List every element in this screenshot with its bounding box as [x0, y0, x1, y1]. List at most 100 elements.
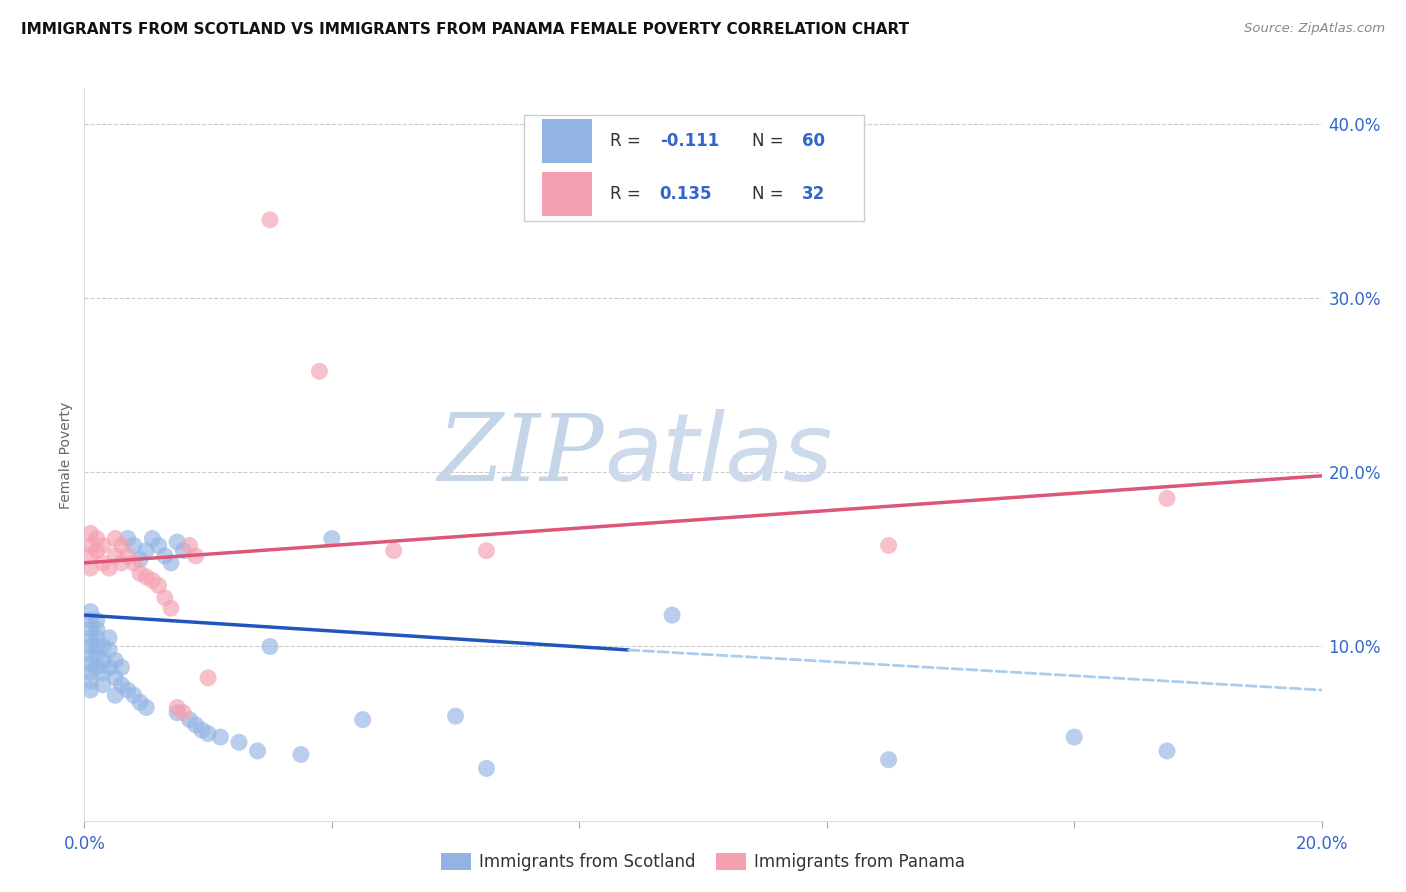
Point [166, 700, 188, 714]
Point [98, 561, 121, 575]
Point [79, 631, 101, 645]
Point [259, 212, 281, 227]
Point [86, 640, 108, 654]
Point [172, 706, 194, 720]
Point [148, 539, 170, 553]
Point [79, 640, 101, 654]
Point [160, 556, 183, 570]
Point [117, 549, 139, 563]
Point [98, 631, 121, 645]
Point [166, 535, 188, 549]
Point [153, 591, 176, 605]
Bar [543, 172, 592, 216]
Point [160, 601, 183, 615]
Point [352, 713, 374, 727]
Point [290, 747, 312, 762]
Point [122, 539, 145, 553]
Point [86, 532, 108, 546]
Point [79, 683, 101, 698]
Point [110, 556, 132, 570]
Point [91, 556, 114, 570]
Point [172, 543, 194, 558]
Bar [543, 120, 592, 163]
Point [104, 549, 127, 563]
Point [166, 706, 188, 720]
Point [135, 543, 157, 558]
Point [475, 761, 498, 775]
Point [79, 622, 101, 636]
Point [475, 543, 498, 558]
Text: -0.111: -0.111 [659, 132, 718, 151]
Point [86, 613, 108, 627]
Point [129, 566, 152, 581]
Point [148, 578, 170, 592]
Point [86, 631, 108, 645]
Point [135, 570, 157, 584]
Point [184, 718, 207, 732]
Point [91, 678, 114, 692]
Point [117, 532, 139, 546]
Point [110, 678, 132, 692]
Text: ZIP: ZIP [437, 410, 605, 500]
Text: 32: 32 [801, 186, 825, 203]
Text: N =: N = [752, 132, 789, 151]
Point [98, 643, 121, 657]
Point [104, 688, 127, 702]
Point [86, 660, 108, 674]
Point [877, 539, 900, 553]
Point [179, 713, 201, 727]
Point [91, 539, 114, 553]
Point [104, 532, 127, 546]
Point [86, 543, 108, 558]
Point [86, 622, 108, 636]
Text: R =: R = [610, 186, 647, 203]
Text: 60: 60 [801, 132, 825, 151]
Point [110, 660, 132, 674]
Point [179, 539, 201, 553]
Point [246, 744, 269, 758]
Text: IMMIGRANTS FROM SCOTLAND VS IMMIGRANTS FROM PANAMA FEMALE POVERTY CORRELATION CH: IMMIGRANTS FROM SCOTLAND VS IMMIGRANTS F… [21, 22, 910, 37]
Point [129, 552, 152, 566]
Point [1063, 730, 1085, 744]
Point [141, 574, 163, 588]
Point [259, 640, 281, 654]
Point [79, 539, 101, 553]
Text: Source: ZipAtlas.com: Source: ZipAtlas.com [1244, 22, 1385, 36]
Point [91, 640, 114, 654]
Point [104, 671, 127, 685]
Point [122, 556, 145, 570]
Point [79, 549, 101, 563]
Point [184, 549, 207, 563]
Point [1156, 491, 1178, 506]
Point [110, 539, 132, 553]
Text: N =: N = [752, 186, 789, 203]
Point [153, 549, 176, 563]
Point [308, 364, 330, 378]
Point [79, 526, 101, 541]
Text: 0.135: 0.135 [659, 186, 713, 203]
Point [661, 608, 683, 623]
Point [444, 709, 467, 723]
Point [877, 753, 900, 767]
Text: R =: R = [610, 132, 647, 151]
Point [86, 648, 108, 663]
Point [191, 723, 214, 737]
Point [117, 683, 139, 698]
Point [321, 532, 343, 546]
Point [122, 688, 145, 702]
Point [91, 653, 114, 667]
Point [79, 605, 101, 619]
Point [91, 665, 114, 680]
Point [228, 735, 250, 749]
Point [141, 532, 163, 546]
Point [129, 695, 152, 709]
Point [104, 653, 127, 667]
Y-axis label: Female Poverty: Female Poverty [59, 401, 73, 508]
Point [1156, 744, 1178, 758]
Text: atlas: atlas [605, 409, 832, 500]
Point [98, 660, 121, 674]
Point [79, 665, 101, 680]
Point [135, 700, 157, 714]
Point [382, 543, 405, 558]
Point [79, 648, 101, 663]
